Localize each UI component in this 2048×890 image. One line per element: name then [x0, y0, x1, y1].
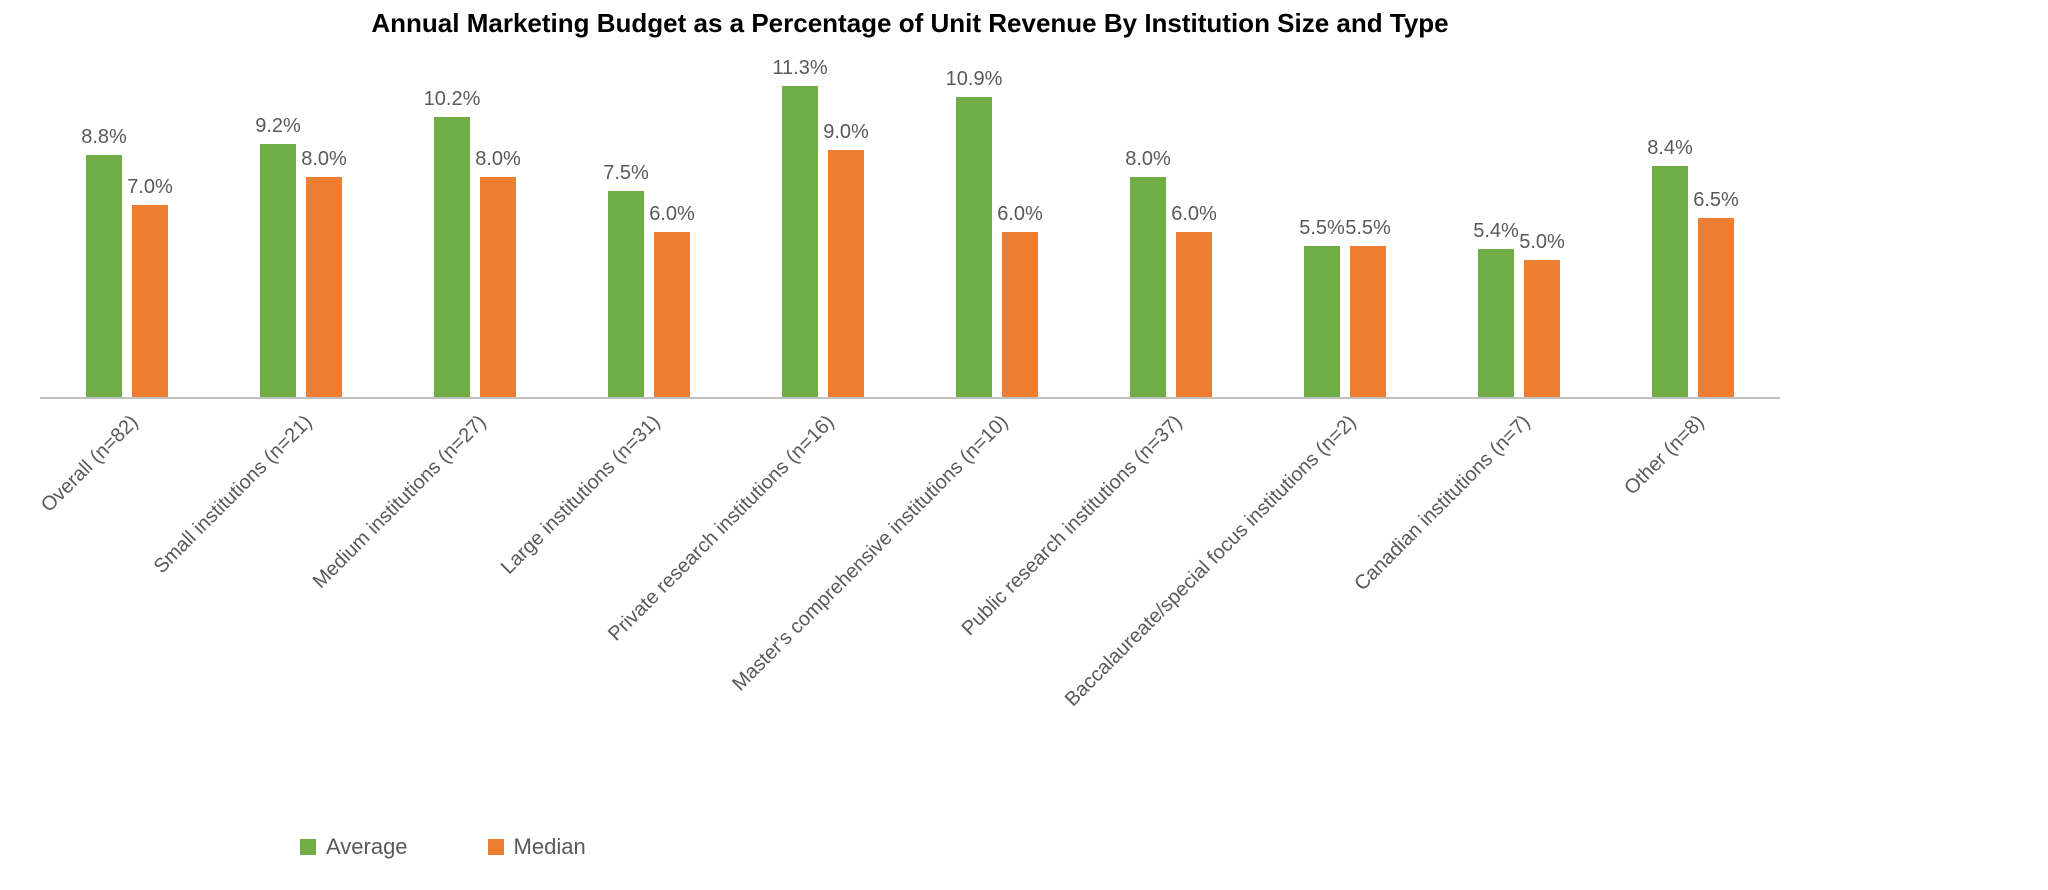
bar-median: 6.0%: [1176, 232, 1212, 397]
legend-swatch: [488, 839, 504, 855]
bar-average: 8.0%: [1130, 177, 1166, 397]
category-label-cell: Private research institutions (n=16): [736, 399, 910, 739]
data-label: 11.3%: [772, 57, 827, 80]
data-label: 9.0%: [823, 121, 869, 144]
bar-group: 5.5%5.5%: [1258, 69, 1432, 397]
bar-average: 8.4%: [1652, 166, 1688, 397]
bar-average: 11.3%: [782, 86, 818, 397]
data-label: 8.8%: [81, 126, 127, 149]
data-label: 9.2%: [255, 115, 301, 138]
data-label: 5.5%: [1299, 217, 1345, 240]
data-label: 8.0%: [301, 148, 347, 171]
category-label-cell: Baccalaureate/special focus institutions…: [1258, 399, 1432, 739]
category-label-cell: Medium institutions (n=27): [388, 399, 562, 739]
bar-group: 11.3%9.0%: [736, 69, 910, 397]
bar-average: 5.5%: [1304, 246, 1340, 397]
bar-average: 5.4%: [1478, 249, 1514, 398]
bar-median: 7.0%: [132, 205, 168, 398]
bar-average: 8.8%: [86, 155, 122, 397]
legend: Average Median: [300, 834, 586, 860]
bar-average: 7.5%: [608, 191, 644, 397]
bar-group: 10.2%8.0%: [388, 69, 562, 397]
data-label: 10.2%: [424, 88, 481, 111]
chart-title: Annual Marketing Budget as a Percentage …: [40, 0, 1780, 39]
marketing-budget-chart: Annual Marketing Budget as a Percentage …: [40, 0, 1780, 890]
bar-group: 9.2%8.0%: [214, 69, 388, 397]
category-label-cell: Master's comprehensive institutions (n=1…: [910, 399, 1084, 739]
data-label: 10.9%: [946, 68, 1003, 91]
data-label: 8.0%: [1125, 148, 1171, 171]
bar-average: 9.2%: [260, 144, 296, 397]
bar-group: 7.5%6.0%: [562, 69, 736, 397]
data-label: 8.0%: [475, 148, 521, 171]
data-label: 5.0%: [1519, 231, 1565, 254]
legend-swatch: [300, 839, 316, 855]
bar-group: 8.8%7.0%: [40, 69, 214, 397]
bar-median: 8.0%: [306, 177, 342, 397]
category-label: Overall (n=82): [37, 411, 143, 517]
plot-area: 8.8%7.0%9.2%8.0%10.2%8.0%7.5%6.0%11.3%9.…: [40, 69, 1780, 399]
bar-group: 8.4%6.5%: [1606, 69, 1780, 397]
category-label-cell: Other (n=8): [1606, 399, 1780, 739]
bar-median: 5.0%: [1524, 260, 1560, 398]
bar-group: 5.4%5.0%: [1432, 69, 1606, 397]
category-label-cell: Small institutions (n=21): [214, 399, 388, 739]
bar-average: 10.9%: [956, 97, 992, 397]
bar-median: 6.5%: [1698, 218, 1734, 397]
bar-median: 6.0%: [1002, 232, 1038, 397]
data-label: 7.5%: [603, 162, 649, 185]
category-label-cell: Canadian institutions (n=7): [1432, 399, 1606, 739]
category-label: Other (n=8): [1620, 411, 1709, 500]
category-label-cell: Overall (n=82): [40, 399, 214, 739]
bar-group: 8.0%6.0%: [1084, 69, 1258, 397]
legend-label: Median: [514, 834, 586, 860]
legend-item: Median: [488, 834, 586, 860]
data-label: 5.4%: [1473, 220, 1519, 243]
bar-average: 10.2%: [434, 117, 470, 398]
data-label: 6.5%: [1693, 189, 1739, 212]
data-label: 6.0%: [649, 203, 695, 226]
bar-median: 8.0%: [480, 177, 516, 397]
legend-label: Average: [326, 834, 408, 860]
data-label: 6.0%: [1171, 203, 1217, 226]
data-label: 6.0%: [997, 203, 1043, 226]
bar-median: 5.5%: [1350, 246, 1386, 397]
bar-median: 9.0%: [828, 150, 864, 398]
x-axis-labels: Overall (n=82)Small institutions (n=21)M…: [40, 399, 1780, 739]
bar-group: 10.9%6.0%: [910, 69, 1084, 397]
bar-median: 6.0%: [654, 232, 690, 397]
data-label: 7.0%: [127, 176, 173, 199]
data-label: 8.4%: [1647, 137, 1693, 160]
data-label: 5.5%: [1345, 217, 1391, 240]
category-label-cell: Public research institutions (n=37): [1084, 399, 1258, 739]
category-label-cell: Large institutions (n=31): [562, 399, 736, 739]
legend-item: Average: [300, 834, 408, 860]
